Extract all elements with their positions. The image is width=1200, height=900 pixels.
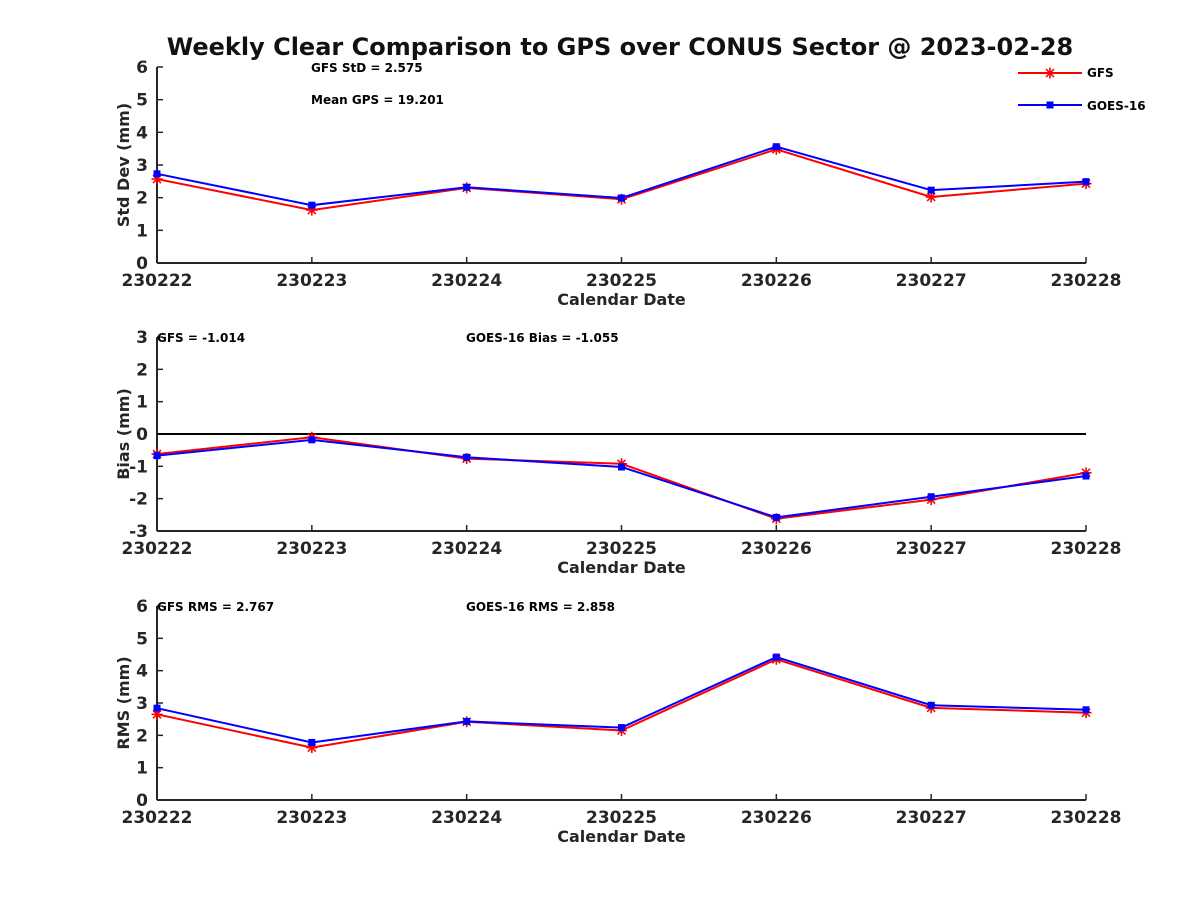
bias-x-axis-label: Calendar Date	[557, 558, 686, 577]
bias-x-tick-label: 230226	[741, 539, 812, 559]
legend-label-goes16: GOES-16	[1087, 99, 1146, 113]
legend-marker-gfs-point	[1044, 67, 1056, 79]
rms-y-tick-label: 3	[136, 694, 148, 714]
bias-point-goes-16	[618, 463, 625, 471]
bias-y-tick-label: -1	[129, 457, 148, 477]
rms-x-tick-label: 230228	[1051, 808, 1122, 828]
rms-y-tick-label: 2	[136, 726, 148, 746]
bias-annotation-goes16: GOES-16 Bias = -1.055	[466, 331, 619, 345]
rms-point-goes-16	[618, 724, 625, 732]
rms-point-goes-16	[308, 738, 316, 746]
legend-marker-goes-16-point	[1046, 101, 1054, 109]
std-point-goes-16	[772, 143, 780, 151]
bias-point-goes-16	[153, 452, 161, 460]
bias-point-goes-16	[927, 493, 935, 501]
bias-point-goes-16	[463, 453, 471, 461]
std-point-goes-16	[463, 183, 471, 191]
std-point-gfs	[925, 191, 937, 203]
std-x-tick-label: 230223	[276, 271, 347, 291]
rms-panel: 0 1 2 3 4 5 6 230222 230223 230224 230225 230226 230…	[114, 597, 1121, 846]
std-y-tick-label: 2	[136, 189, 148, 209]
rms-x-tick-label: 230224	[431, 808, 502, 828]
bias-x-tick-label: 230227	[896, 539, 967, 559]
rms-point-goes-16	[463, 717, 471, 725]
bias-x-tick-label: 230228	[1051, 539, 1122, 559]
std-y-tick-label: 5	[136, 91, 148, 111]
bias-point-goes-16	[308, 436, 316, 444]
rms-annotation-gfs: GFS RMS = 2.767	[157, 600, 274, 614]
std-x-tick-label: 230225	[586, 271, 657, 291]
rms-y-tick-label: 4	[136, 662, 148, 682]
std-y-tick-label: 4	[136, 123, 148, 143]
rms-x-tick-label: 230223	[276, 808, 347, 828]
bias-annotation-gfs: GFS = -1.014	[157, 331, 245, 345]
bias-x-tick-label: 230222	[122, 539, 193, 559]
legend-marker-goes16	[1046, 101, 1054, 109]
figure-title: Weekly Clear Comparison to GPS over CONU…	[167, 33, 1074, 61]
rms-x-tick-label: 230222	[122, 808, 193, 828]
rms-point-goes-16	[1082, 706, 1090, 714]
std-y-tick-label: 1	[136, 221, 148, 241]
std-dev-panel: 0 1 2 3 4 5 6 230222 230223 230224 230225 230226 230…	[114, 58, 1121, 309]
std-x-tick-label: 230224	[431, 271, 502, 291]
bias-panel: -3 -2 -1 0 1 2 3 230222 230223 230224 230225 230226…	[114, 328, 1121, 577]
bias-point-goes-16	[772, 513, 780, 521]
rms-point-goes-16	[153, 704, 161, 712]
rms-x-axis-label: Calendar Date	[557, 827, 686, 846]
std-point-goes-16	[153, 170, 161, 178]
bias-point-goes-16	[1082, 472, 1090, 480]
bias-y-tick-label: 2	[136, 360, 148, 380]
bias-y-tick-label: 0	[136, 425, 148, 445]
std-x-tick-label: 230228	[1051, 271, 1122, 291]
std-y-tick-label: 0	[136, 254, 148, 274]
rms-point-goes-16	[927, 701, 935, 709]
bias-x-tick-label: 230225	[586, 539, 657, 559]
std-y-axis-label: Std Dev (mm)	[114, 103, 133, 227]
rms-point-goes-16	[772, 653, 780, 661]
std-x-tick-label: 230227	[896, 271, 967, 291]
legend-label-gfs: GFS	[1087, 66, 1114, 80]
std-y-tick-label: 6	[136, 58, 148, 78]
std-x-axis-label: Calendar Date	[557, 290, 686, 309]
rms-y-tick-label: 0	[136, 791, 148, 811]
std-point-goes-16	[618, 194, 625, 202]
rms-y-tick-label: 5	[136, 629, 148, 649]
bias-y-tick-label: 3	[136, 328, 148, 348]
rms-y-tick-label: 1	[136, 759, 148, 779]
std-point-goes-16	[308, 201, 316, 209]
rms-y-axis-label: RMS (mm)	[114, 656, 133, 749]
std-annotation-mean-gps: Mean GPS = 19.201	[311, 93, 444, 107]
legend: GFS GOES-16	[1018, 66, 1146, 113]
std-annotation-gfs-std: GFS StD = 2.575	[311, 61, 423, 75]
bias-x-tick-label: 230224	[431, 539, 502, 559]
bias-y-axis-label: Bias (mm)	[114, 388, 133, 480]
std-point-goes-16	[1082, 178, 1090, 186]
rms-x-tick-label: 230227	[896, 808, 967, 828]
legend-marker-gfs	[1044, 67, 1056, 79]
bias-y-tick-label: 1	[136, 393, 148, 413]
rms-x-tick-label: 230225	[586, 808, 657, 828]
rms-annotation-goes16: GOES-16 RMS = 2.858	[466, 600, 615, 614]
std-x-tick-label: 230222	[122, 271, 193, 291]
rms-y-tick-label: 6	[136, 597, 148, 617]
rms-x-tick-label: 230226	[741, 808, 812, 828]
bias-y-tick-label: -2	[129, 490, 148, 510]
std-x-tick-label: 230226	[741, 271, 812, 291]
bias-x-tick-label: 230223	[276, 539, 347, 559]
std-y-tick-label: 3	[136, 156, 148, 176]
std-point-goes-16	[927, 186, 935, 194]
bias-y-tick-label: -3	[129, 522, 148, 542]
